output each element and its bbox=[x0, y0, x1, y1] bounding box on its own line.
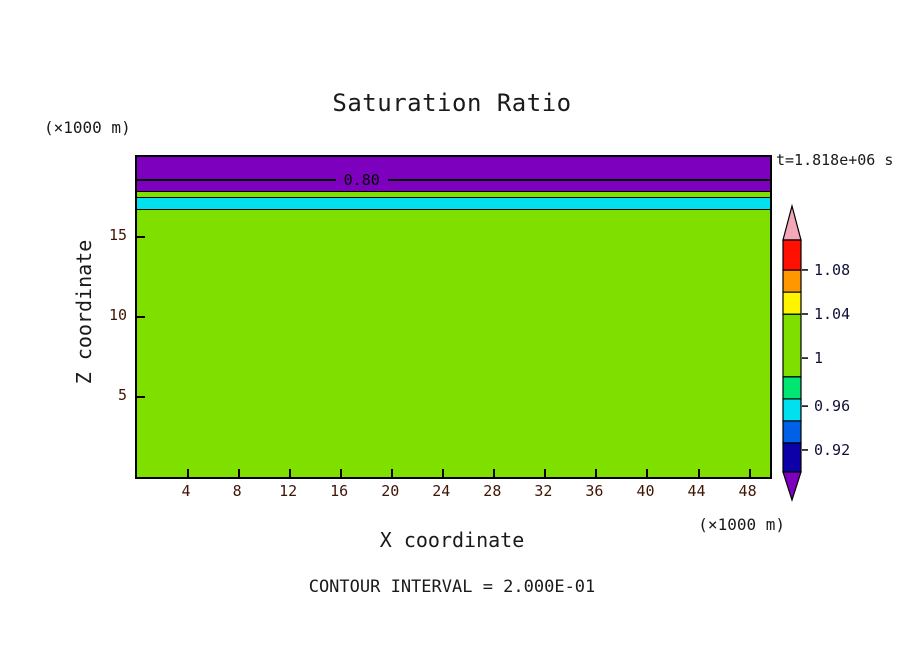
colorbar: 1.08 1.04 1 0.96 0.92 bbox=[782, 203, 850, 502]
x-axis-label: X coordinate bbox=[379, 528, 525, 552]
y-tick-mark bbox=[137, 236, 145, 238]
colorbar-segment bbox=[782, 398, 802, 422]
colorbar-segment bbox=[782, 442, 802, 473]
x-tick-label: 20 bbox=[381, 482, 400, 500]
y-tick-label: 5 bbox=[117, 386, 127, 404]
y-tick-mark bbox=[137, 316, 145, 318]
colorbar-tick-label: 1.04 bbox=[814, 305, 850, 323]
band-top-low-saturation bbox=[137, 157, 770, 192]
x-tick-mark bbox=[646, 469, 649, 477]
x-tick-mark bbox=[442, 469, 445, 477]
x-tick-label: 8 bbox=[232, 482, 242, 500]
x-tick-mark bbox=[238, 469, 241, 477]
chart-title: Saturation Ratio bbox=[332, 89, 572, 117]
y-axis-unit-label: (×1000 m) bbox=[44, 118, 131, 137]
x-tick-mark bbox=[340, 469, 343, 477]
x-tick-mark bbox=[748, 469, 751, 477]
contour-line bbox=[137, 197, 770, 199]
colorbar-tick-label: 1 bbox=[814, 349, 823, 367]
colorbar-segment bbox=[782, 313, 802, 378]
x-axis-unit-label: (×1000 m) bbox=[698, 515, 785, 534]
x-tick-label: 48 bbox=[738, 482, 757, 500]
x-tick-mark bbox=[187, 469, 190, 477]
colorbar-tick-label: 1.08 bbox=[814, 261, 850, 279]
time-label: t=1.818e+06 s bbox=[776, 151, 894, 169]
x-tick-label: 16 bbox=[330, 482, 349, 500]
colorbar-segment bbox=[782, 420, 802, 444]
contour-line bbox=[137, 208, 770, 210]
colorbar-segment bbox=[782, 291, 802, 315]
colorbar-segment bbox=[782, 269, 802, 293]
colorbar-tick-label: 0.92 bbox=[814, 441, 850, 459]
band-cyan-stripe bbox=[137, 197, 770, 210]
contour-line bbox=[137, 191, 770, 193]
colorbar-bottom-arrow bbox=[782, 471, 802, 502]
contour-label: 0.80 bbox=[335, 171, 388, 190]
colorbar-segment bbox=[782, 239, 802, 271]
y-tick-mark bbox=[137, 396, 145, 398]
x-tick-label: 12 bbox=[279, 482, 298, 500]
x-tick-mark bbox=[289, 469, 292, 477]
x-tick-label: 28 bbox=[483, 482, 502, 500]
plot-area: 0.80 bbox=[135, 155, 772, 479]
x-tick-label: 24 bbox=[432, 482, 451, 500]
x-tick-label: 44 bbox=[687, 482, 706, 500]
x-tick-mark bbox=[391, 469, 394, 477]
x-tick-label: 40 bbox=[636, 482, 655, 500]
x-tick-mark bbox=[595, 469, 598, 477]
colorbar-top-arrow bbox=[782, 203, 802, 241]
x-tick-label: 32 bbox=[534, 482, 553, 500]
x-tick-label: 36 bbox=[585, 482, 604, 500]
colorbar-tick-label: 0.96 bbox=[814, 397, 850, 415]
contour-interval-label: CONTOUR INTERVAL = 2.000E-01 bbox=[308, 577, 596, 597]
x-tick-label: 4 bbox=[181, 482, 191, 500]
colorbar-segment bbox=[782, 376, 802, 400]
y-tick-label: 15 bbox=[108, 226, 127, 244]
x-tick-mark bbox=[544, 469, 547, 477]
y-tick-label: 10 bbox=[108, 306, 127, 324]
x-tick-mark bbox=[697, 469, 700, 477]
x-tick-mark bbox=[493, 469, 496, 477]
contour-line-080 bbox=[137, 179, 770, 182]
band-main-region bbox=[137, 209, 770, 477]
band-thin-green-stripe bbox=[137, 191, 770, 198]
